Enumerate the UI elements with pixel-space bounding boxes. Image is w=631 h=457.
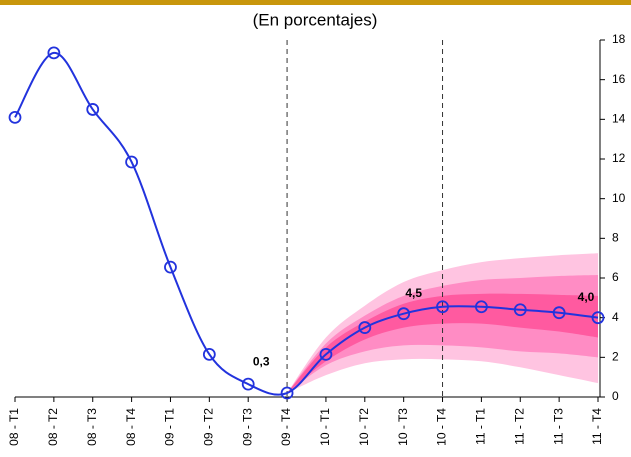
x-tick-label: 09 - T1	[163, 408, 177, 446]
marker	[397, 307, 411, 321]
y-tick-label: 8	[612, 231, 619, 245]
x-tick-label: 08 - T2	[46, 408, 60, 446]
x-tick-label: 10 - T3	[396, 408, 410, 446]
x-tick-label: 11 - T4	[590, 408, 604, 445]
fan-band	[287, 293, 598, 394]
y-tick-label: 0	[612, 389, 619, 403]
x-tick-label: 08 - T3	[85, 408, 99, 446]
marker	[164, 260, 177, 274]
marker	[436, 300, 449, 314]
marker	[280, 386, 294, 400]
annotation: 4,5	[405, 286, 422, 300]
marker	[552, 306, 566, 320]
marker	[47, 46, 61, 60]
x-tick-label: 11 - T3	[551, 408, 565, 445]
marker	[8, 110, 22, 124]
y-tick-label: 12	[612, 151, 626, 165]
x-tick-label: 09 - T2	[202, 408, 216, 446]
x-tick-label: 08 - T4	[124, 408, 138, 446]
line	[14, 51, 599, 396]
marker	[591, 311, 605, 325]
marker	[474, 300, 488, 314]
y-tick-label: 14	[612, 112, 626, 126]
annotation: 0,3	[253, 354, 270, 368]
y-tick-label: 6	[612, 270, 619, 284]
x-tick-label: 10 - T1	[318, 408, 332, 446]
x-tick-label: 09 - T3	[240, 408, 254, 446]
x-tick-label: 10 - T4	[435, 408, 449, 446]
marker	[202, 347, 216, 361]
marker	[319, 347, 333, 361]
annotation: 4,0	[578, 290, 595, 304]
x-tick-label: 11 - T1	[474, 408, 488, 445]
x-tick-label: 10 - T2	[357, 408, 371, 446]
x-tick-label: 08 - T1	[7, 408, 21, 446]
x-tick-label: 09 - T4	[279, 408, 293, 446]
y-tick-label: 16	[612, 72, 626, 86]
chart-subtitle: (En porcentajes)	[253, 10, 378, 29]
marker	[241, 377, 255, 391]
y-tick-label: 2	[612, 350, 619, 364]
marker	[513, 303, 527, 317]
x-tick-label: 11 - T2	[512, 408, 526, 445]
y-tick-label: 18	[612, 32, 626, 46]
marker	[86, 103, 100, 116]
marker	[358, 321, 372, 334]
y-tick-label: 4	[612, 310, 619, 324]
marker	[125, 155, 139, 169]
y-tick-label: 10	[612, 191, 626, 205]
top-bar	[0, 0, 631, 5]
